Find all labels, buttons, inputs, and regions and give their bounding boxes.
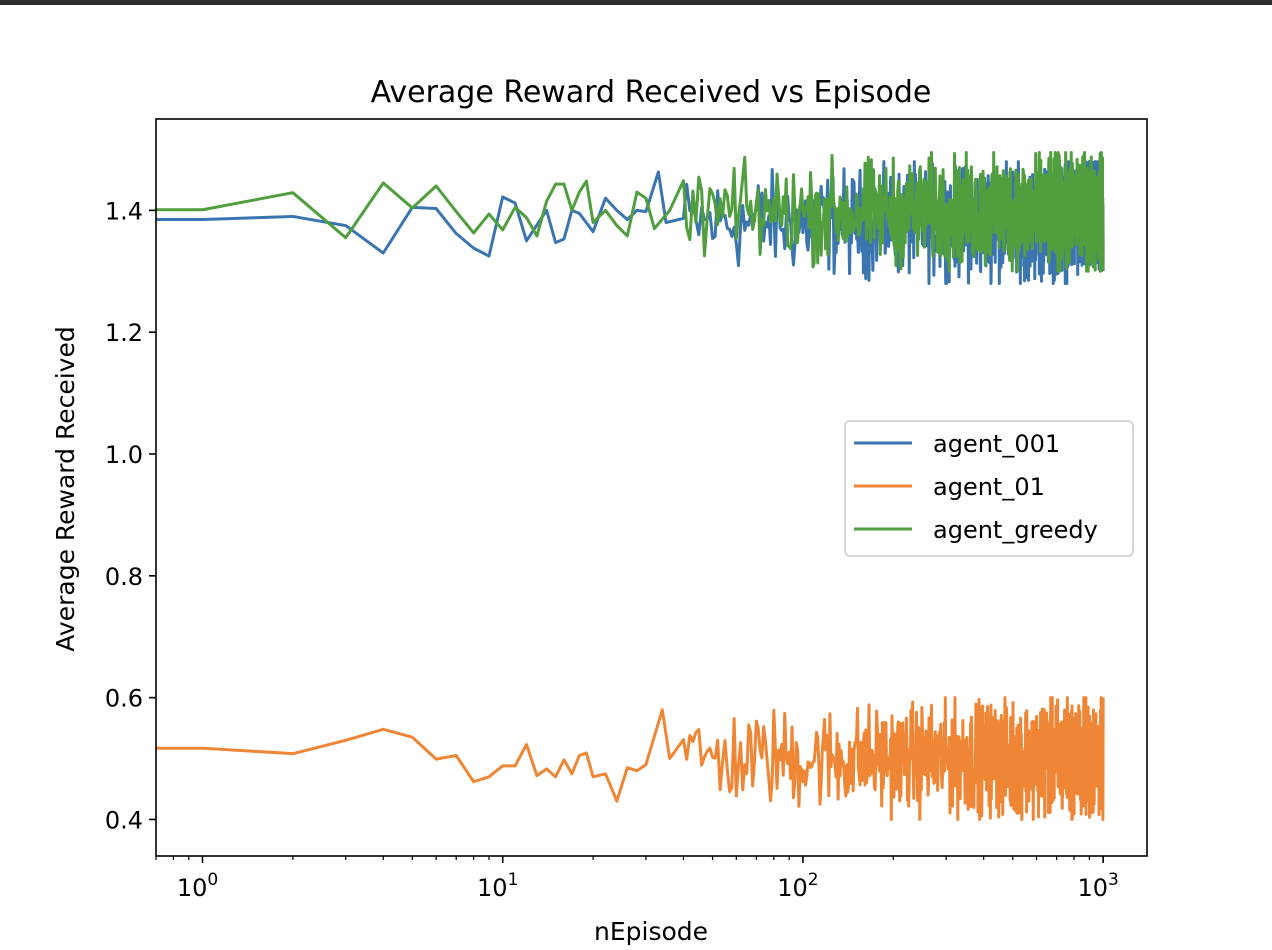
- legend-label: agent_01: [933, 473, 1045, 501]
- legend-label: agent_greedy: [933, 516, 1098, 544]
- y-tick-label: 1.4: [105, 197, 143, 225]
- x-tick-base: 10: [1077, 874, 1108, 902]
- x-tick-label: 102: [777, 870, 818, 902]
- legend-box: [844, 420, 1134, 557]
- series-line-agent_01: [156, 696, 1105, 821]
- y-tick-label: 1.2: [105, 319, 143, 347]
- x-tick-exponent: 3: [1108, 870, 1119, 890]
- x-tick-exponent: 0: [207, 870, 218, 890]
- x-tick-exponent: 1: [508, 870, 519, 890]
- x-tick-label: 101: [477, 870, 518, 902]
- x-tick-base: 10: [777, 874, 808, 902]
- series-line-agent_greedy: [156, 151, 1105, 273]
- x-tick-label: 103: [1077, 870, 1118, 902]
- plot-area-frame: [155, 118, 1148, 857]
- y-tick-label: 1.0: [105, 441, 143, 469]
- x-tick-base: 10: [177, 874, 208, 902]
- y-axis: 0.4 0.6 0.8 1.0 1.2 1.4: [105, 197, 156, 834]
- x-axis: 100 101 102 103: [155, 856, 1119, 902]
- x-tick-label: 100: [177, 870, 218, 902]
- legend-label: agent_001: [933, 430, 1060, 458]
- chart-title: Average Reward Received vs Episode: [371, 75, 932, 110]
- window-top-bar: [0, 0, 1272, 5]
- y-tick-label: 0.8: [105, 563, 143, 591]
- legend: agent_001 agent_01 agent_greedy: [844, 420, 1134, 557]
- x-tick-base: 10: [477, 874, 508, 902]
- x-tick-exponent: 2: [808, 870, 819, 890]
- y-axis-label: Average Reward Received: [51, 326, 80, 651]
- x-axis-label: nEpisode: [594, 917, 708, 946]
- y-tick-label: 0.4: [105, 806, 143, 834]
- y-tick-label: 0.6: [105, 685, 143, 713]
- series-layer: [156, 151, 1105, 821]
